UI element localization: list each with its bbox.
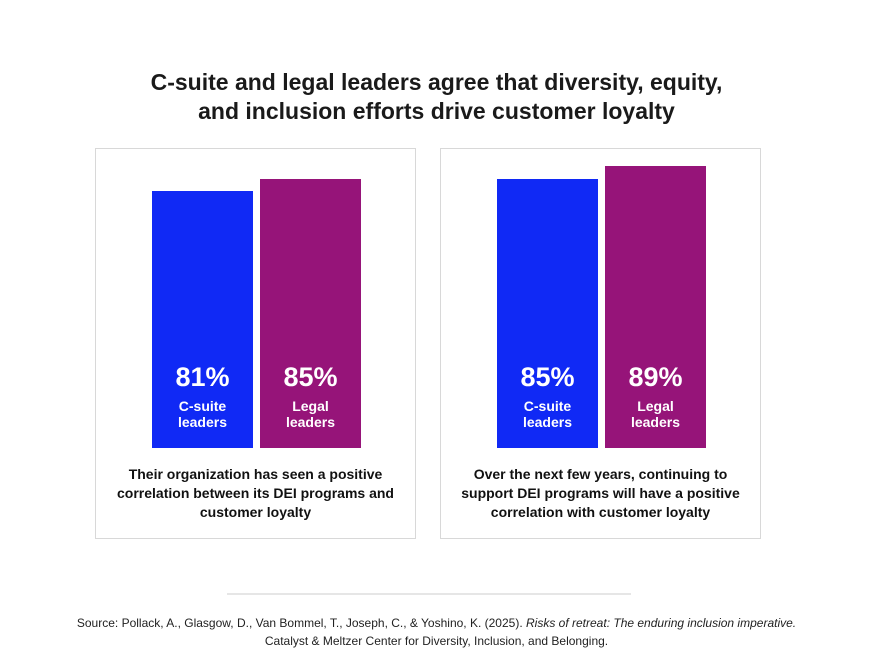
source-publisher: Catalyst & Meltzer Center for Diversity,… [264, 634, 609, 648]
panel-future: Over the next few years, continuing to s… [440, 148, 761, 539]
title-line-2: and inclusion efforts drive customer loy… [198, 98, 675, 124]
title-line-1: C-suite and legal leaders agree that div… [150, 69, 723, 95]
bar-c-suite: 81% C-suite leaders [152, 191, 253, 448]
panel-caption: Their organization has seen a positive c… [117, 466, 394, 520]
bar-category-label: C-suite [178, 398, 227, 414]
panel-current: Their organization has seen a positive c… [95, 148, 416, 539]
value-label: 85% [520, 362, 575, 392]
source-title: Risks of retreat: The enduring inclusion… [526, 616, 797, 630]
source-note: Source: Pollack, A., Glasgow, D., Van Bo… [0, 614, 873, 650]
bar-category-label: Legal [637, 398, 674, 414]
value-label: 85% [283, 362, 338, 392]
panel-caption: Over the next few years, continuing to s… [461, 466, 740, 520]
bar-legal: 89% Legal leaders [605, 165, 706, 448]
bar-category-label: C-suite [523, 398, 572, 414]
chart-title: C-suite and legal leaders agree that div… [0, 68, 873, 126]
bar-category-label: leaders [522, 414, 573, 430]
bar-c-suite: 85% C-suite leaders [497, 178, 598, 448]
bar-category-label: leaders [177, 414, 228, 430]
value-label: 81% [175, 362, 230, 392]
bar-legal: 85% Legal leaders [260, 178, 361, 448]
bar-category-label: leaders [285, 414, 336, 430]
divider [227, 593, 631, 595]
bar-category-label: Legal [292, 398, 329, 414]
source-authors: Source: Pollack, A., Glasgow, D., Van Bo… [76, 616, 526, 630]
bar-category-label: leaders [630, 414, 681, 430]
value-label: 89% [628, 362, 683, 392]
